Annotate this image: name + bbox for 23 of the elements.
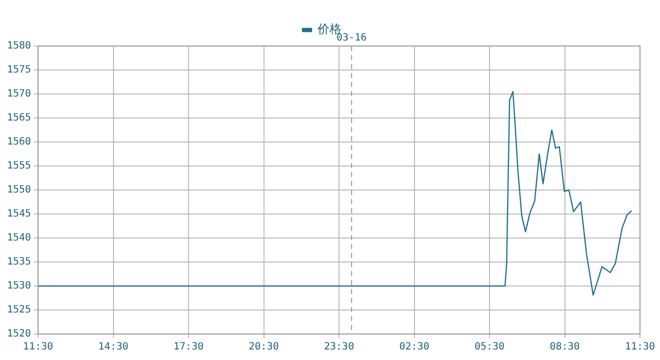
y-tick-label: 1520 (6, 328, 32, 340)
ref-line-label: 03-16 (336, 32, 367, 44)
y-tick-label: 1535 (6, 256, 32, 268)
y-tick-label: 1570 (6, 88, 32, 100)
x-tick-label: 23:30 (324, 342, 354, 353)
y-tick-label: 1555 (6, 160, 32, 172)
y-tick-label: 1545 (6, 208, 32, 220)
y-tick-label: 1575 (6, 64, 32, 76)
y-tick-label: 1540 (6, 232, 32, 244)
x-tick-label: 14:30 (98, 342, 128, 353)
y-tick-label: 1560 (6, 136, 32, 148)
x-tick-label: 11:30 (23, 342, 54, 353)
y-tick-label: 1580 (6, 40, 32, 52)
y-tick-label: 1550 (6, 184, 32, 196)
x-tick-label: 02:30 (399, 342, 430, 353)
y-tick-label: 1525 (6, 304, 32, 316)
x-tick-label: 11:30 (624, 342, 656, 353)
x-tick-label: 08:30 (550, 342, 580, 353)
y-tick-label: 1565 (6, 112, 32, 124)
x-tick-label: 17:30 (174, 342, 204, 353)
x-tick-label: 05:30 (474, 342, 505, 353)
x-tick-label: 20:30 (248, 342, 279, 353)
y-tick-label: 1530 (6, 280, 32, 292)
